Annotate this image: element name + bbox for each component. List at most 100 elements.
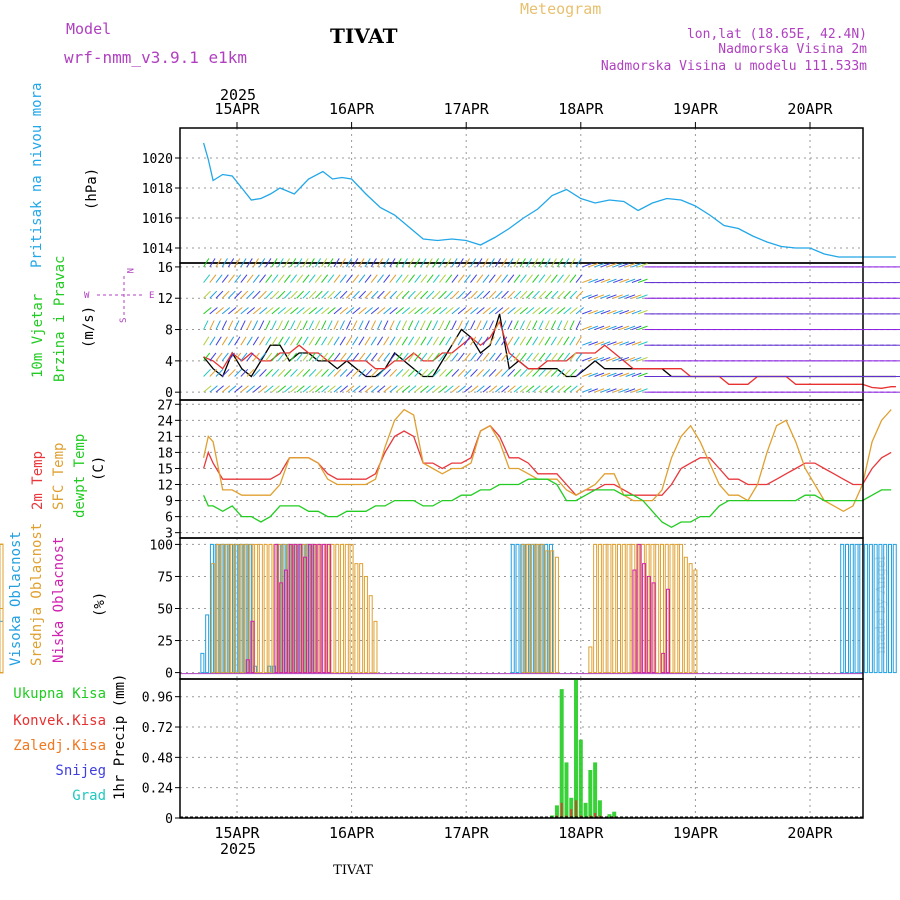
wind-barb [476,336,483,346]
wind-barb [308,385,318,393]
wind-barb [358,258,365,268]
wind-barb [314,336,322,346]
tsfc-title: SFC Temp [51,443,67,510]
lonlat-label: lon,lat (18.65E, 42.4N) [687,27,867,42]
cloud-bar [854,543,859,674]
wind-barb [327,385,336,393]
cloud-bar [621,543,626,674]
wind-barb [314,307,324,315]
cloud-bar [298,543,303,674]
wind-barb [519,368,528,377]
wind-barb [457,258,464,268]
wind-barb [283,368,292,377]
wind-barb [476,352,484,362]
wind-barb [445,307,454,315]
wind-barb [631,325,642,331]
wind-barb [569,290,578,299]
cloud-mid-title: Srednja Oblacnost [29,523,45,666]
wind-barb [613,372,623,377]
wind-barb [463,258,471,268]
wind-barb [389,307,398,315]
wind-barb [445,320,451,330]
y-tick-label: 3 [165,527,173,542]
wind-barb [482,385,491,393]
wind-barb [234,274,242,283]
wind-barb [234,336,241,346]
wind-barb [606,263,617,268]
wind-barb [345,368,354,377]
meteogram-title: Meteogram [520,0,601,18]
wind-barb [215,290,224,299]
wind-barb [271,320,277,330]
wind-barb [265,368,273,377]
wind-barb [234,307,243,315]
wind-barb [637,278,648,284]
wind-barb [495,307,504,315]
wind-barb [364,274,372,283]
wind-barb [339,385,349,393]
wind-barb [227,336,235,346]
wind-barb [221,385,231,393]
wind-barb [625,263,636,268]
wind-barb [414,336,421,346]
wind-barb [588,294,599,299]
wind-barb [532,320,538,330]
wind-barb [494,290,503,299]
wind-barb [352,274,360,283]
wind-barb [526,385,535,393]
compass-north: N [124,268,134,273]
cloud-bar [637,543,642,674]
wind-barb [259,274,266,283]
cloud-bar [526,543,531,674]
wind-barb [252,368,261,377]
wind-barb [594,388,605,393]
wind-barb [476,274,484,283]
wind-barb [569,274,577,283]
wind-barb [308,320,314,330]
y-tick-label: 0.48 [142,751,173,766]
wind-barb [308,336,315,346]
wind-barb [513,385,522,393]
wind-barb [637,309,648,315]
cloud-bar [531,543,536,674]
wind-barb [594,372,605,377]
wind-barb [252,258,259,268]
wind-barb [625,278,636,284]
wind-barb [345,290,354,299]
wind-barb [600,294,611,299]
wind-barb [383,258,390,268]
cloud-bar [205,614,210,674]
wind-barb [234,258,241,268]
wind-barb [414,307,423,315]
wind-barb [519,258,526,268]
wind-barb [613,278,623,284]
cloud-bar [330,543,335,674]
wind-barb [345,258,353,268]
wind-barb [557,368,565,377]
wind-barb [259,385,268,393]
compass-west: W [84,291,90,301]
wind-barb [376,352,384,362]
wind-barb [532,258,539,268]
wind-barb [550,290,559,299]
wind-barb [327,368,336,377]
wind-barb [234,385,243,393]
wind-barb [439,258,446,268]
wind-barb [507,385,516,393]
precip-bar [575,800,578,818]
wind-barb [308,368,317,377]
wind-barb [265,274,273,283]
wind-barb [532,274,540,283]
wind-barb [600,356,611,362]
series-line [203,478,892,529]
wind-barb [426,336,433,346]
wind-barb [550,320,557,330]
wind-barb [525,320,532,330]
wind-barb [277,385,287,393]
wind-barb [625,372,636,377]
wind-barb [401,320,408,330]
wind-barb [345,352,353,362]
wind-barb [203,385,212,393]
y-tick-label: 25 [157,635,173,650]
